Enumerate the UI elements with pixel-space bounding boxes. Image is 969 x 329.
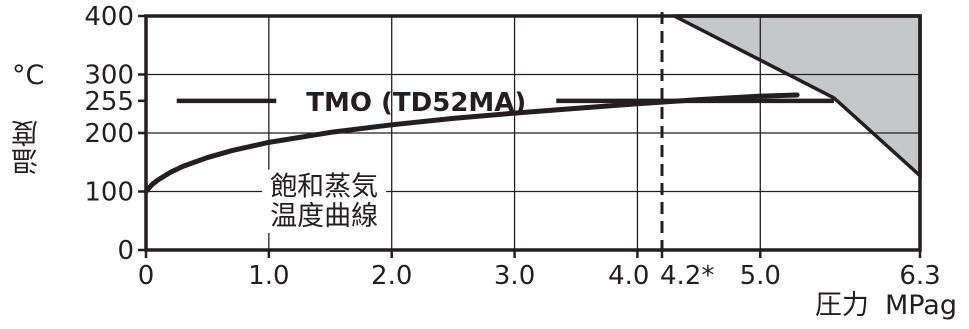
x-tick-label: 2.0 — [371, 261, 412, 291]
x-tick-label: 4.0 — [608, 261, 649, 291]
annotation-backdrop — [262, 198, 387, 233]
x-axis-title: 圧力 MPag — [815, 283, 957, 322]
y-axis-title: °C 温度 — [12, 60, 45, 175]
y-tick-label: 400 — [84, 2, 134, 32]
y-tick-label: 200 — [84, 119, 134, 149]
x-tick-label: 3.0 — [494, 261, 535, 291]
series-label: TMO (TD52MA) — [306, 88, 526, 118]
x-axis-label-prefix: 圧力 — [814, 290, 869, 321]
y-axis-unit: °C — [12, 60, 45, 91]
y-tick-label: 100 — [84, 178, 134, 208]
y-tick-label: 255 — [84, 87, 134, 117]
y-tick-label: 0 — [117, 236, 134, 266]
curve-label: 飽和蒸気 — [270, 172, 378, 203]
x-tick-label: 6.3 — [899, 261, 940, 291]
x-tick-label: 5.0 — [740, 261, 781, 291]
y-tick-label: 300 — [84, 61, 134, 91]
x-tick-label: 1.0 — [248, 261, 289, 291]
curve-label: 温度曲線 — [270, 201, 378, 232]
series-layer — [143, 92, 834, 194]
x-axis-unit: MPag — [884, 290, 957, 321]
x-tick-label: 0 — [138, 261, 155, 291]
annotation-backdrop — [262, 169, 387, 204]
axes — [138, 14, 922, 258]
x-tick-label: 4.2* — [660, 261, 714, 291]
